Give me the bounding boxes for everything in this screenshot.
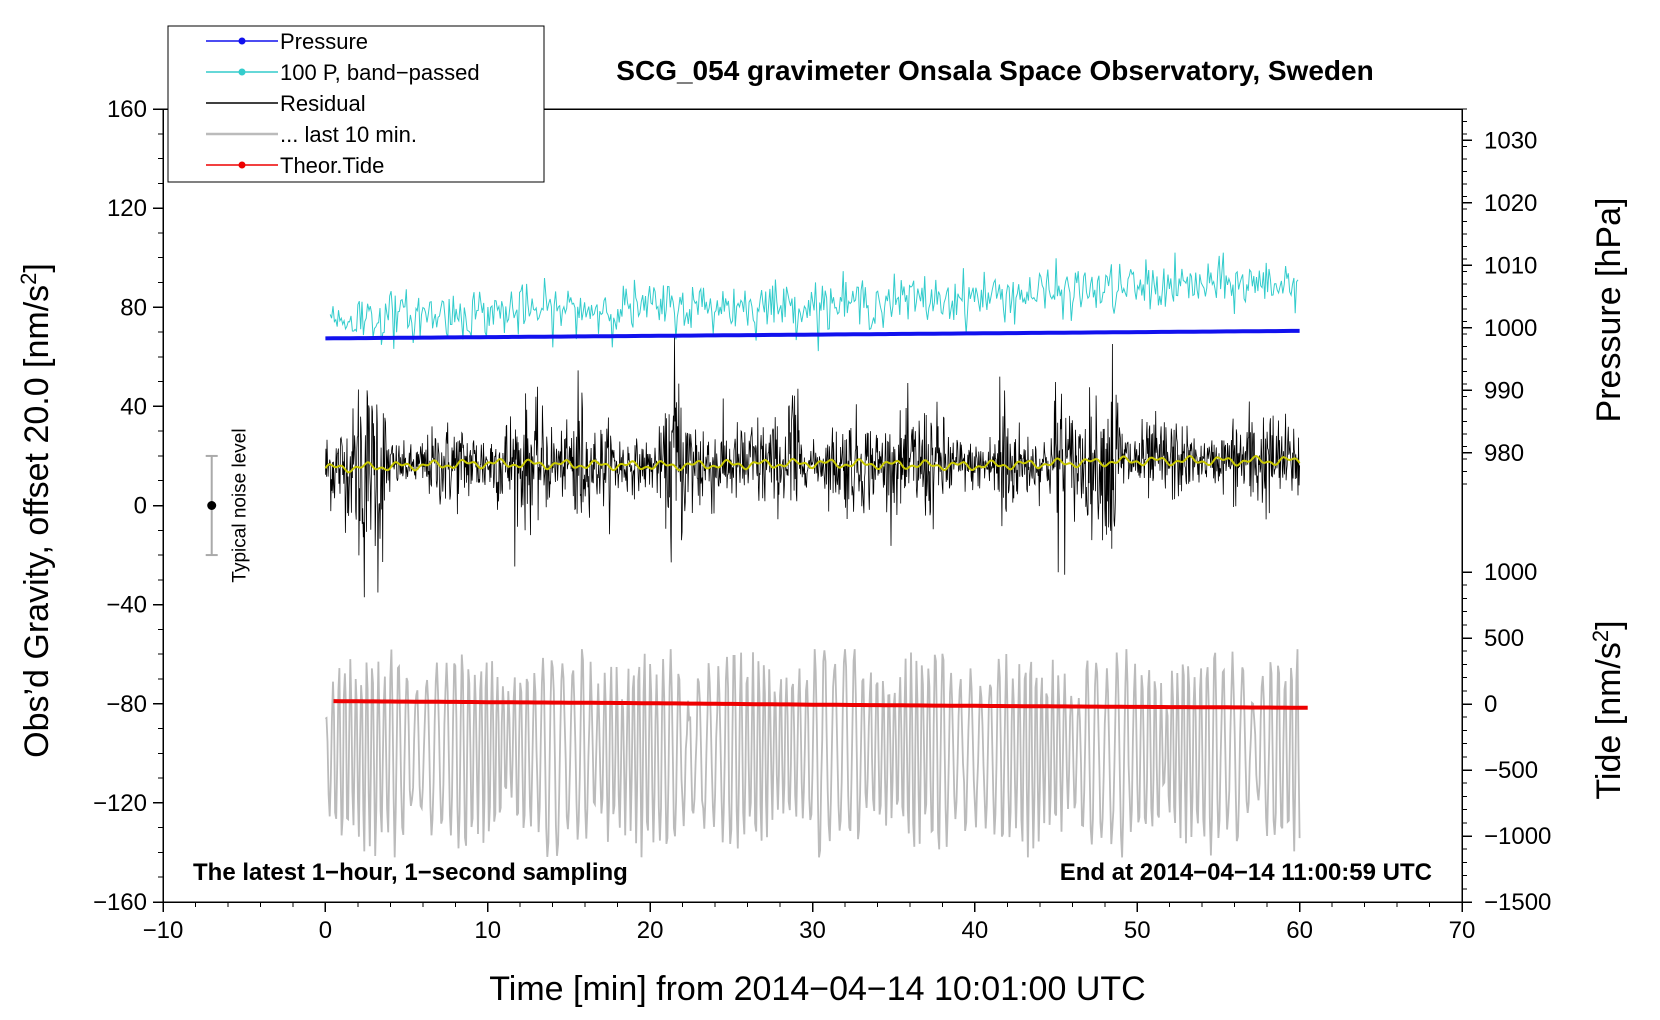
pressure-tick-label: 980 — [1484, 440, 1524, 467]
x-axis-title: Time [min] from 2014−04−14 10:01:00 UTC — [489, 970, 1145, 1008]
tide-tick-label: −1500 — [1484, 889, 1551, 916]
y-tick-label: 160 — [107, 96, 147, 123]
band-passed-series-line — [329, 252, 1299, 352]
residual-smoothed-line — [324, 454, 1301, 474]
x-tick-label: 50 — [1124, 917, 1151, 944]
pressure-tick-label: 1020 — [1484, 190, 1537, 217]
pressure-axis-title: Pressure [hPa] — [1590, 198, 1628, 423]
note-bottom-left: The latest 1−hour, 1−second sampling — [193, 859, 628, 886]
noise-bar-dot — [207, 501, 217, 510]
y-tick-label: −160 — [93, 889, 147, 916]
legend-item-label: Theor.Tide — [280, 153, 384, 178]
last10-series-line — [324, 649, 1301, 858]
plot-series-group — [324, 252, 1308, 858]
x-tick-label: 10 — [474, 917, 501, 944]
legend-item-label: Pressure — [280, 29, 368, 54]
y-tick-label: 40 — [120, 393, 147, 420]
noise-level-indicator — [205, 454, 218, 557]
tide-tick-label: 500 — [1484, 625, 1524, 652]
pressure-tick-label: 990 — [1484, 377, 1524, 404]
tide-tick-label: −500 — [1484, 757, 1538, 784]
chart-title: SCG_054 gravimeter Onsala Space Observat… — [616, 55, 1373, 86]
x-tick-label: 40 — [962, 917, 989, 944]
y-tick-label: 0 — [134, 493, 147, 520]
y-tick-label: −80 — [106, 691, 147, 718]
noise-level-label: Typical noise level — [230, 428, 251, 582]
tide-axis-title-end: ] — [1590, 620, 1628, 629]
legend-item-label: ... last 10 min. — [280, 122, 417, 147]
x-tick-label: 0 — [319, 917, 332, 944]
legend: Pressure 100 P, band−passed Residual ... la… — [167, 25, 545, 183]
x-tick-label: 20 — [637, 917, 664, 944]
y-axis-title-end: ] — [18, 263, 56, 272]
x-tick-label: 60 — [1286, 917, 1313, 944]
residual-series-line — [325, 335, 1300, 598]
legend-swatch-marker — [238, 161, 246, 169]
tide-series-line — [333, 699, 1308, 710]
pressure-tick-label: 1030 — [1484, 127, 1537, 154]
pressure-tick-label: 1010 — [1484, 252, 1537, 279]
axes-group: −10 0 10 20 30 40 50 60 70−160−120−80−4004080120… — [93, 96, 1551, 944]
tide-axis-title: Tide [nm/s2] — [1588, 620, 1629, 799]
y-axis-title: Obs’d Gravity, offset 20.0 [nm/s2] — [16, 263, 57, 758]
y-axis-title-main: Obs’d Gravity, offset 20.0 [nm/s — [18, 285, 56, 758]
x-tick-label: 30 — [799, 917, 826, 944]
legend-box — [167, 25, 545, 183]
note-bottom-right: End at 2014−04−14 11:00:59 UTC — [1060, 859, 1432, 886]
tide-tick-label: −1000 — [1484, 823, 1551, 850]
pressure-tick-label: 1000 — [1484, 315, 1537, 342]
tide-axis-title-sup: 2 — [1588, 630, 1613, 642]
y-tick-label: −40 — [106, 592, 147, 619]
legend-item-label: Residual — [280, 91, 366, 116]
legend-swatch-marker — [238, 37, 246, 45]
x-tick-label: 70 — [1449, 917, 1476, 944]
pressure-series-line — [325, 328, 1300, 341]
y-tick-label: −120 — [93, 790, 147, 817]
tide-tick-label: 1000 — [1484, 559, 1537, 586]
tide-tick-label: 0 — [1484, 691, 1497, 718]
x-tick-label: −10 — [143, 917, 184, 944]
y-tick-label: 120 — [107, 195, 147, 222]
y-axis-title-sup: 2 — [16, 273, 41, 285]
legend-item-label: 100 P, band−passed — [280, 60, 480, 85]
tide-axis-title-main: Tide [nm/s — [1590, 642, 1628, 799]
y-tick-label: 80 — [120, 294, 147, 321]
legend-swatch-marker — [238, 68, 246, 76]
